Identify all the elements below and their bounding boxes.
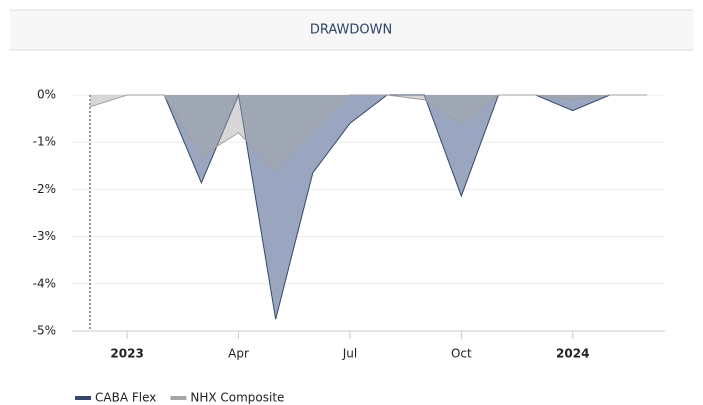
x-tick-label: Jul [342, 347, 357, 361]
x-tick-label: 2024 [556, 347, 589, 361]
area-fill [90, 95, 647, 171]
chart-title: DRAWDOWN [310, 23, 392, 38]
legend-swatch [170, 396, 187, 400]
x-tick-label: Apr [228, 347, 249, 361]
area-line [89, 94, 647, 172]
y-tick-label: -5% [33, 324, 56, 338]
legend-swatch [75, 396, 91, 400]
legend-label: CABA Flex [95, 391, 156, 405]
header-band [10, 10, 693, 50]
y-tick-label: -3% [33, 229, 56, 243]
y-tick-label: -1% [33, 135, 56, 149]
y-tick-label: -2% [33, 182, 56, 196]
y-tick-label: 0% [37, 88, 56, 102]
x-tick-label: Oct [451, 347, 472, 361]
y-tick-label: -4% [33, 276, 56, 290]
x-tick-label: 2023 [110, 347, 143, 361]
legend-label: NHX Composite [190, 391, 284, 405]
